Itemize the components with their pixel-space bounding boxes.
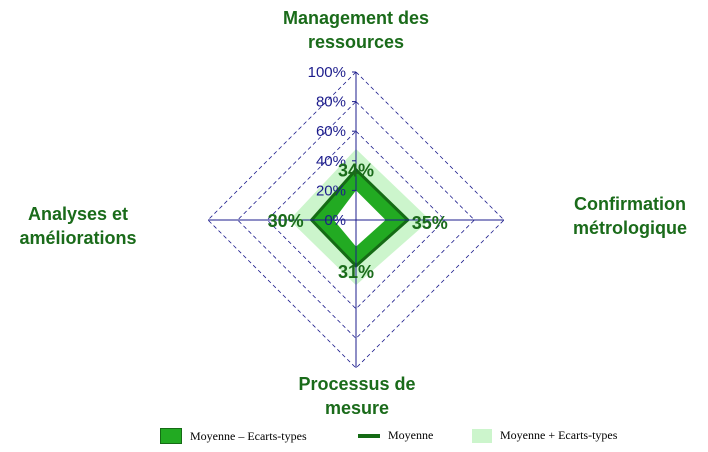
value-label-1: 35%	[412, 213, 448, 233]
legend-item-moyenne-moins-ecarts: Moyenne – Ecarts-types	[160, 428, 307, 444]
tick-label-60: 60%	[316, 123, 346, 140]
tick-label-100: 100%	[308, 64, 346, 81]
legend-swatch-moyenne-moins-ecarts	[160, 428, 182, 444]
axis-label-analyses-et-ameliorations: Analyses et améliorations	[19, 204, 137, 248]
axis-label-processus-de-mesure: Processus de mesure	[298, 374, 416, 418]
legend-item-moyenne-plus-ecarts: Moyenne + Ecarts-types	[472, 428, 617, 443]
legend-swatch-moyenne-plus-ecarts	[472, 428, 492, 443]
tick-label-40: 40%	[316, 153, 346, 170]
legend-label: Moyenne + Ecarts-types	[500, 428, 618, 442]
value-label-3: 30%	[268, 211, 304, 231]
tick-label-20: 20%	[316, 182, 346, 199]
tick-label-80: 80%	[316, 94, 346, 111]
legend-label: Moyenne	[388, 428, 434, 442]
legend: Moyenne – Ecarts-types Moyenne Moyenne +…	[160, 428, 700, 448]
legend-label: Moyenne – Ecarts-types	[190, 428, 307, 443]
axis-label-confirmation-metrologique: Confirmation métrologique	[572, 194, 687, 238]
value-label-2: 31%	[338, 262, 374, 282]
value-label-0: 34%	[338, 161, 374, 181]
tick-label-0: 0%	[324, 212, 346, 229]
legend-swatch-moyenne	[358, 433, 380, 438]
axis-label-management-des-ressources: Management des ressources	[282, 8, 430, 52]
legend-item-moyenne: Moyenne	[358, 428, 433, 443]
series-moyenne-moins-ecarts-inner	[333, 190, 386, 247]
